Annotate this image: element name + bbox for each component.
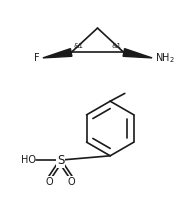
Text: NH$_2$: NH$_2$ (155, 51, 175, 65)
Text: O: O (67, 177, 75, 187)
Text: HO: HO (21, 155, 36, 165)
Polygon shape (43, 49, 72, 58)
Polygon shape (123, 49, 152, 58)
Text: O: O (46, 177, 54, 187)
Text: F: F (34, 53, 40, 63)
Text: &1: &1 (112, 43, 121, 49)
Text: S: S (57, 154, 64, 167)
Text: &1: &1 (74, 43, 84, 49)
